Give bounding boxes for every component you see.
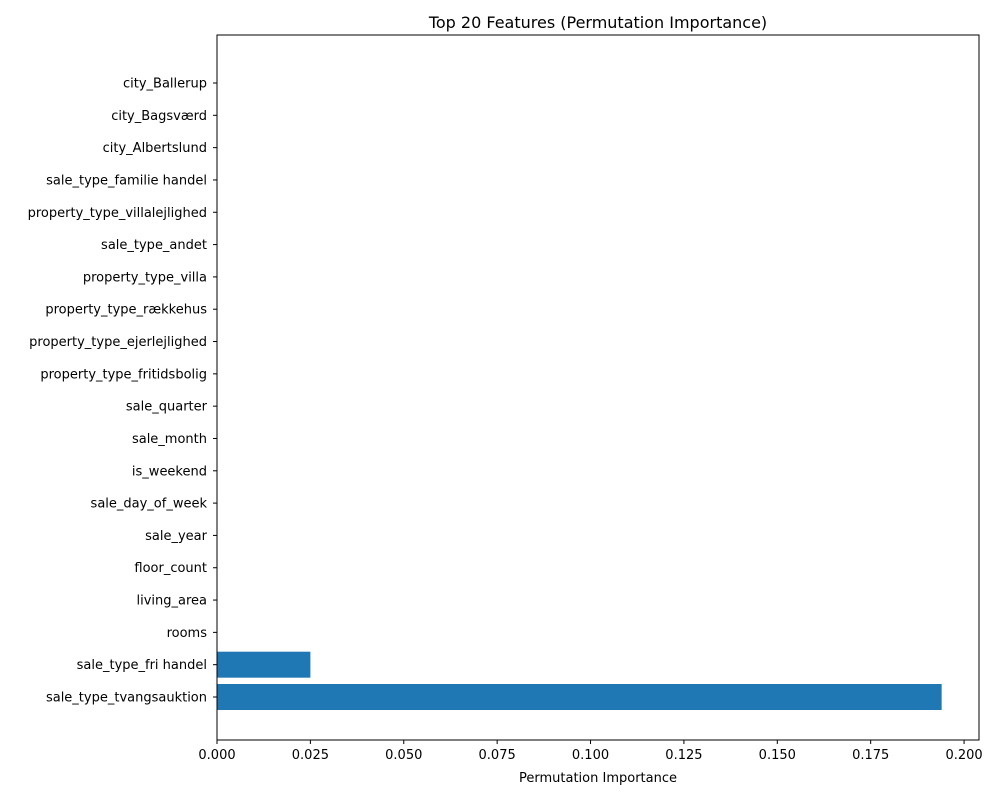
x-tick-label-0: 0.000 [198, 748, 235, 763]
y-tick-label-16: sale_type_familie handel [46, 173, 207, 188]
y-tick-label-15: property_type_villalejlighed [28, 206, 207, 221]
y-tick-label-2: rooms [167, 626, 208, 641]
plot-frame [216, 34, 980, 741]
x-tick-label-8: 0.200 [945, 748, 982, 763]
x-axis-ticks: 0.000 0.025 0.050 0.075 0.100 0.125 0.150 0.175… [198, 740, 983, 763]
y-tick-label-18: city_Bagsværd [111, 109, 207, 124]
bars-group [217, 651, 942, 710]
y-tick-label-11: property_type_ejerlejlighed [29, 335, 207, 350]
x-tick-label-6: 0.150 [759, 748, 796, 763]
y-tick-label-0: sale_type_tvangsauktion [46, 691, 207, 706]
x-axis-label: Permutation Importance [519, 771, 677, 786]
y-tick-label-10: property_type_fritidsbolig [40, 367, 207, 382]
x-tick-label-4: 0.100 [572, 748, 609, 763]
y-tick-label-14: sale_type_andet [101, 238, 207, 253]
x-tick-label-2: 0.050 [385, 748, 422, 763]
y-tick-label-17: city_Albertslund [103, 141, 207, 156]
y-tick-label-4: floor_count [134, 561, 207, 576]
y-tick-label-8: sale_month [132, 432, 207, 447]
x-tick-label-5: 0.125 [665, 748, 702, 763]
x-tick-label-7: 0.175 [852, 748, 889, 763]
y-tick-label-13: property_type_villa [83, 270, 207, 285]
y-axis-ticks: sale_type_tvangsauktion sale_type_fri han… [28, 77, 217, 706]
chart-title: Top 20 Features (Permutation Importance) [428, 13, 767, 32]
x-tick-label-1: 0.025 [292, 748, 329, 763]
bar-0 [217, 684, 942, 710]
y-tick-label-9: sale_quarter [126, 400, 208, 415]
y-tick-label-5: sale_year [145, 529, 208, 544]
y-tick-label-6: sale_day_of_week [91, 497, 208, 512]
y-tick-label-19: city_Ballerup [123, 77, 207, 92]
y-tick-label-12: property_type_rækkehus [45, 303, 207, 318]
y-tick-label-7: is_weekend [132, 464, 207, 479]
bar-1 [217, 651, 311, 678]
x-tick-label-3: 0.075 [479, 748, 516, 763]
y-tick-label-3: living_area [136, 594, 207, 609]
y-tick-label-1: sale_type_fri handel [77, 658, 207, 673]
